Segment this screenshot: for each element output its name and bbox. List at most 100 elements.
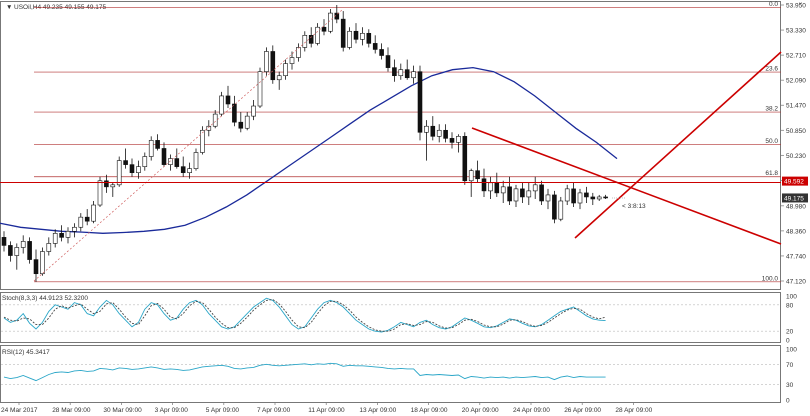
oscillator-axis-label: 100 bbox=[786, 347, 797, 354]
candle-body bbox=[123, 160, 128, 165]
candle-body bbox=[97, 180, 103, 206]
time-axis-label: 20 Apr 09:00 bbox=[462, 407, 499, 414]
candle-body bbox=[462, 136, 468, 182]
oscillator-axis-label: 100 bbox=[786, 294, 797, 301]
oscillator-axis-label: 80 bbox=[786, 302, 794, 309]
candle-body bbox=[116, 160, 122, 186]
fibonacci-trendline[interactable] bbox=[33, 9, 343, 282]
collapse-icon[interactable]: ▼ bbox=[6, 4, 12, 11]
time-axis-label: 30 Mar 09:00 bbox=[103, 407, 142, 414]
oscillator-axis-label: 0 bbox=[786, 398, 790, 405]
candle-body bbox=[155, 140, 160, 149]
candle-body bbox=[78, 216, 84, 228]
candle-body bbox=[238, 121, 244, 129]
time-axis-label: 3 Apr 09:00 bbox=[155, 407, 189, 414]
price-axis-label: 47.740 bbox=[786, 253, 806, 260]
candle-body bbox=[552, 194, 557, 220]
stochastic-frame bbox=[0, 292, 781, 343]
descending-trendline[interactable] bbox=[471, 127, 782, 245]
candle-body bbox=[84, 216, 90, 222]
oscillator-axis-label: 70 bbox=[786, 362, 794, 369]
candle-body bbox=[91, 204, 96, 222]
candle-body bbox=[161, 148, 167, 165]
time-axis-label: 28 Apr 09:00 bbox=[615, 407, 652, 414]
price-tag-label: 49.592 bbox=[784, 179, 804, 186]
candle-body bbox=[558, 200, 564, 220]
price-axis-label: 53.950 bbox=[786, 3, 806, 10]
candle-body bbox=[372, 43, 378, 50]
price-pane[interactable]: ▼ USOil,H4 49.235 49.155 49.175 0.023.63… bbox=[0, 0, 808, 290]
candle-body bbox=[72, 226, 77, 232]
candle-body bbox=[296, 47, 301, 58]
candle-body bbox=[379, 49, 384, 56]
candle-body bbox=[232, 103, 237, 123]
candle-body bbox=[590, 196, 596, 200]
oscillator-axis-label: 30 bbox=[786, 382, 794, 389]
candle-body bbox=[40, 251, 45, 275]
candle-body bbox=[14, 247, 20, 256]
oscillator-axis-label: 20 bbox=[786, 329, 794, 336]
candle-body bbox=[212, 113, 218, 127]
candle-body bbox=[436, 129, 442, 137]
candle-body bbox=[526, 190, 532, 198]
candle-body bbox=[104, 180, 109, 188]
candle-body bbox=[308, 35, 314, 44]
candle-body bbox=[430, 125, 436, 137]
time-axis-label: 13 Apr 09:00 bbox=[359, 407, 396, 414]
candle-body bbox=[321, 26, 327, 32]
candle-body bbox=[468, 170, 474, 182]
candle-body bbox=[302, 35, 308, 48]
candle-body bbox=[168, 158, 173, 165]
candle-body bbox=[443, 129, 448, 139]
moving-average bbox=[0, 66, 618, 234]
candle-body bbox=[340, 18, 346, 48]
candle-body bbox=[27, 241, 32, 260]
candle-body bbox=[206, 125, 212, 131]
candle-body bbox=[289, 57, 295, 64]
time-axis-label: 24 Mar 2017 bbox=[1, 407, 38, 414]
time-axis-label: 18 Apr 09:00 bbox=[411, 407, 448, 414]
candle-body bbox=[494, 182, 500, 194]
candle-body bbox=[564, 188, 570, 202]
time-axis: 24 Mar 2017 28 Mar 09:00 30 Mar 09:00 3 Apr… bbox=[1, 402, 653, 414]
candle-body bbox=[488, 182, 493, 192]
price-axis-label: 53.330 bbox=[786, 28, 806, 35]
candle-body bbox=[8, 245, 13, 256]
oscillator-line bbox=[3, 299, 606, 332]
candle-body bbox=[200, 129, 205, 153]
candle-body bbox=[20, 241, 26, 248]
price-axis-label: 51.470 bbox=[786, 103, 806, 110]
candlesticks bbox=[1, 5, 608, 282]
price-tags: 49.592 49.175 bbox=[782, 176, 808, 203]
candle-body bbox=[59, 233, 64, 238]
candle-body bbox=[392, 67, 397, 77]
candle-body bbox=[148, 140, 154, 157]
candle-body bbox=[571, 188, 576, 204]
candle-body bbox=[449, 138, 455, 143]
candle-body bbox=[174, 158, 180, 167]
candle-body bbox=[360, 32, 365, 40]
oscillator-axis-label: 0 bbox=[786, 338, 790, 345]
time-axis-label: 28 Mar 09:00 bbox=[52, 407, 91, 414]
candle-body bbox=[270, 51, 276, 81]
candle-body bbox=[315, 26, 320, 44]
price-tag-label: 49.175 bbox=[784, 195, 804, 202]
trendlines[interactable]: < 3:8:13 bbox=[0, 9, 782, 282]
candle-body bbox=[398, 69, 404, 77]
fib-level-label: 38.2 bbox=[765, 106, 778, 113]
window-menu-icon[interactable]: ⌄ bbox=[798, 0, 803, 6]
candle-body bbox=[244, 115, 250, 129]
rsi-header: RSI(12) 45.3417 bbox=[2, 349, 50, 356]
rsi-pane[interactable]: RSI(12) 45.3417 100 70 30 0 bbox=[0, 345, 798, 405]
candle-body bbox=[347, 30, 352, 48]
candle-body bbox=[385, 55, 391, 68]
ascending-trendline[interactable] bbox=[574, 51, 782, 239]
price-axis-label: 48.980 bbox=[786, 203, 806, 210]
candle-body bbox=[283, 63, 288, 77]
candle-body bbox=[257, 71, 263, 107]
candle-body bbox=[584, 192, 589, 198]
oscillator-line bbox=[3, 362, 606, 382]
candle-body bbox=[417, 71, 423, 133]
